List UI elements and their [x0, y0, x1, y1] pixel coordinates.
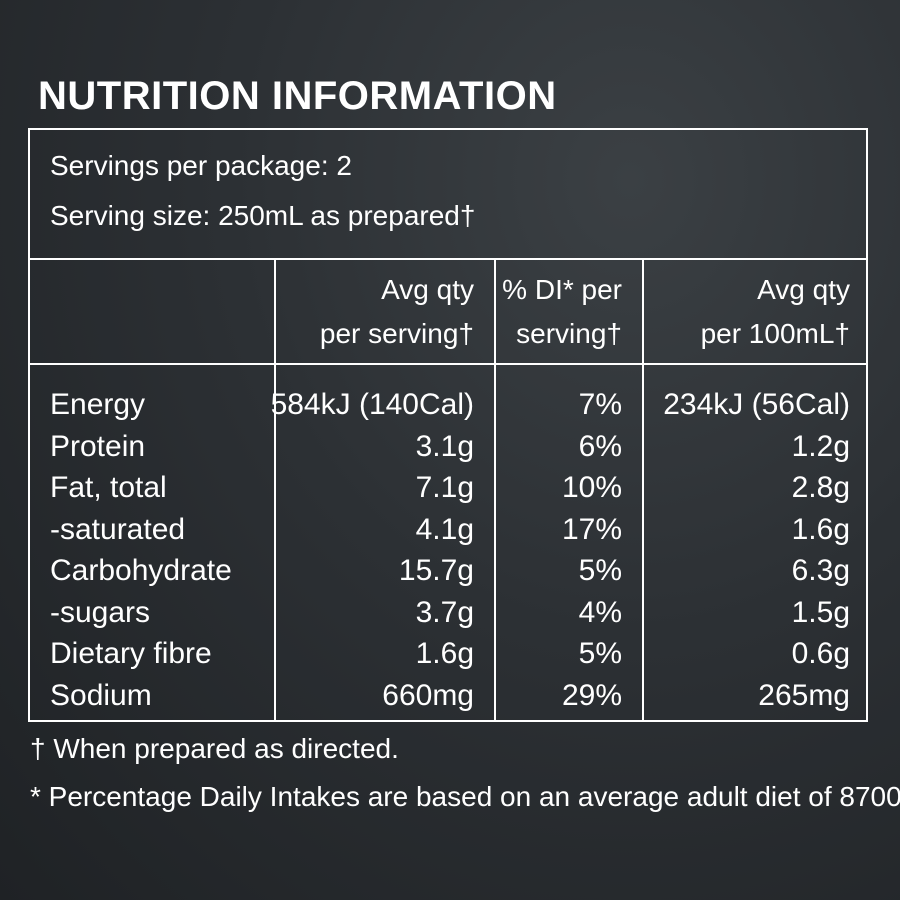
- per-100ml-value: 2.8g: [791, 471, 850, 504]
- table-row: Sodium 660mg 29% 265mg: [30, 676, 866, 718]
- per-100ml-value: 1.2g: [791, 429, 850, 463]
- table-row: -saturated 4.1g 17% 1.6g: [30, 510, 866, 552]
- di-value: 29%: [561, 678, 622, 712]
- header-line: serving†: [516, 318, 622, 349]
- nutrient-name: Sodium: [50, 678, 152, 712]
- per-100ml-value: 1.5g: [791, 595, 850, 629]
- di-value: 5%: [578, 554, 622, 587]
- header-line: per 100mL†: [700, 318, 850, 349]
- nutrient-name: Dietary fibre: [50, 637, 212, 670]
- header-line: % DI* per: [502, 274, 622, 305]
- header-line: Avg qty: [381, 274, 474, 305]
- di-value: 6%: [578, 429, 622, 463]
- serving-size: Serving size: 250mL as prepared†: [50, 200, 476, 231]
- header-per-serving: Avg qty per serving†: [320, 268, 474, 356]
- di-value: 10%: [561, 471, 622, 504]
- per-100ml-value: 0.6g: [791, 637, 850, 670]
- header-line: per serving†: [319, 318, 474, 349]
- per-100ml-value: 234kJ (56Cal): [663, 388, 850, 421]
- per-serving-value: 3.7g: [415, 595, 474, 629]
- di-value: 5%: [578, 637, 622, 670]
- per-serving-value: 15.7g: [398, 554, 474, 587]
- per-100ml-value: 6.3g: [791, 554, 850, 587]
- servings-per-package: Servings per package: 2: [50, 150, 352, 181]
- table-row: Fat, total 7.1g 10% 2.8g: [30, 468, 866, 510]
- di-value: 7%: [578, 388, 622, 421]
- nutrient-name: Protein: [50, 429, 146, 463]
- footnote-daily-intake: * Percentage Daily Intakes are based on …: [30, 781, 900, 812]
- servings-box: Servings per package: 2 Serving size: 25…: [30, 130, 866, 260]
- nutrient-name: Carbohydrate: [50, 554, 232, 587]
- header-divider: [30, 363, 866, 365]
- header-di: % DI* per serving†: [502, 268, 622, 356]
- header-per-100ml: Avg qty per 100mL†: [701, 268, 850, 356]
- table-row: Energy 584kJ (140Cal) 7% 234kJ (56Cal): [30, 385, 866, 427]
- per-100ml-value: 1.6g: [791, 512, 850, 546]
- nutrient-name: Fat, total: [50, 471, 167, 504]
- per-100ml-value: 265mg: [758, 678, 850, 712]
- column-divider: [494, 260, 496, 720]
- per-serving-value: 4.1g: [415, 512, 474, 546]
- di-value: 4%: [578, 595, 622, 629]
- nutrient-name: Energy: [50, 388, 146, 421]
- nutrient-name: -sugars: [50, 595, 151, 629]
- per-serving-value: 1.6g: [415, 637, 474, 670]
- table-row: Dietary fibre 1.6g 5% 0.6g: [30, 634, 866, 676]
- per-serving-value: 7.1g: [415, 471, 474, 504]
- table-row: Protein 3.1g 6% 1.2g: [30, 427, 866, 469]
- per-serving-value: 660mg: [382, 678, 474, 712]
- page-title: NUTRITION INFORMATION: [38, 74, 557, 118]
- nutrient-rows: Energy 584kJ (140Cal) 7% 234kJ (56Cal) P…: [30, 385, 866, 717]
- di-value: 17%: [561, 512, 622, 546]
- table-row: Carbohydrate 15.7g 5% 6.3g: [30, 551, 866, 593]
- per-serving-value: 584kJ (140Cal): [270, 388, 474, 421]
- table-row: -sugars 3.7g 4% 1.5g: [30, 593, 866, 635]
- nutrition-table: Servings per package: 2 Serving size: 25…: [28, 128, 868, 722]
- nutrient-name: -saturated: [50, 512, 186, 546]
- column-divider: [274, 260, 276, 720]
- header-line: Avg qty: [757, 274, 850, 305]
- footnote-prepared: † When prepared as directed.: [30, 733, 399, 764]
- column-divider: [642, 260, 644, 720]
- per-serving-value: 3.1g: [415, 429, 474, 463]
